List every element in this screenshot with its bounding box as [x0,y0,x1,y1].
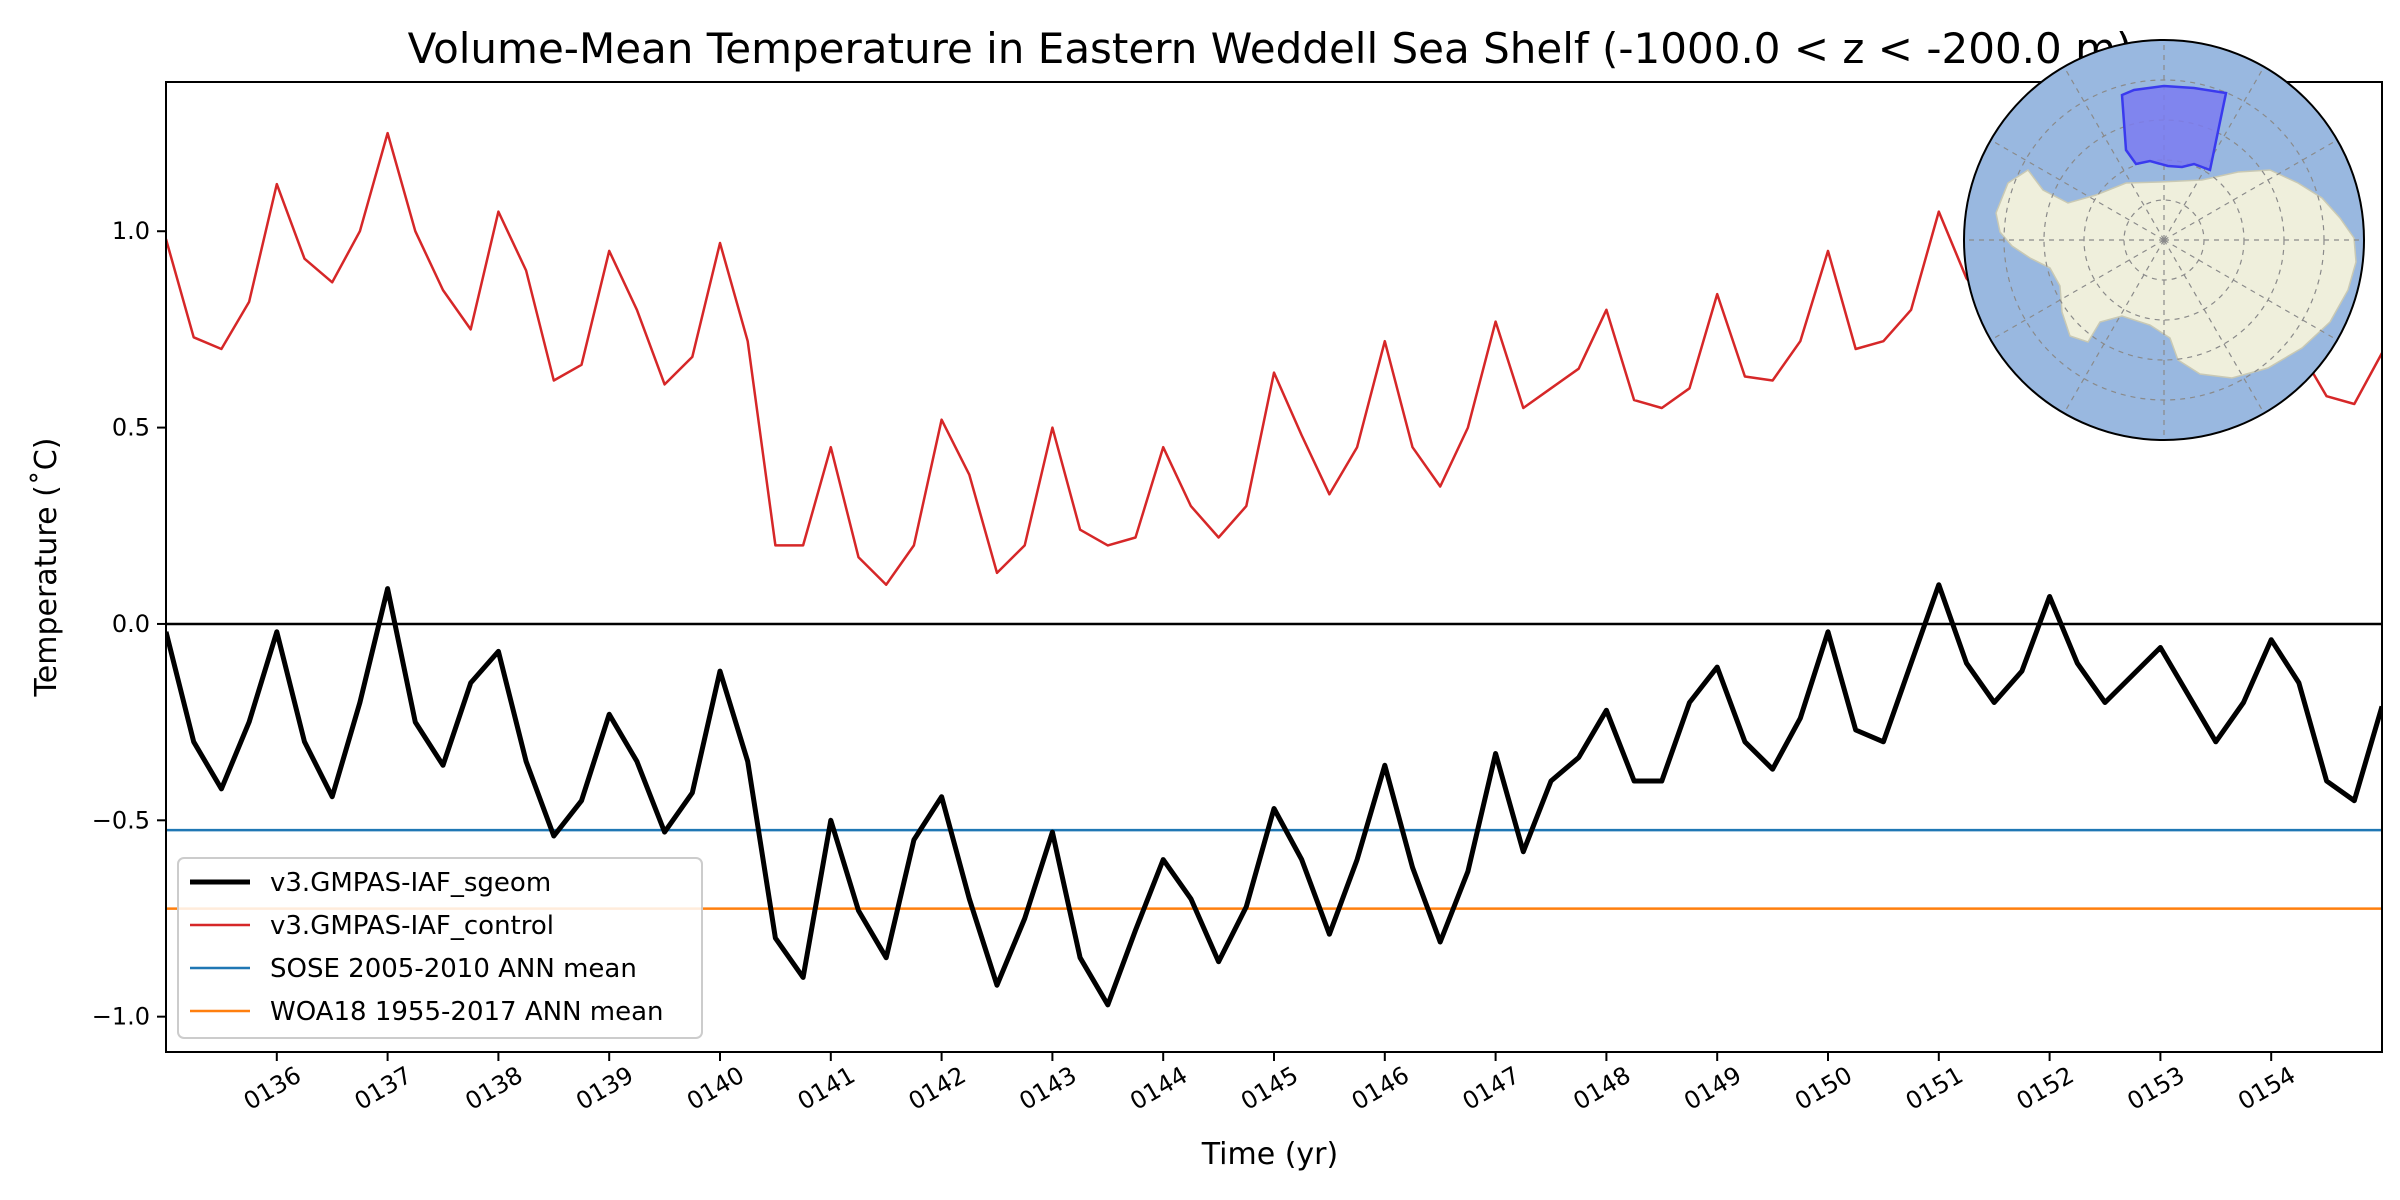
map-antarctica-land [1995,168,2357,379]
legend-label: v3.GMPAS-IAF_sgeom [270,868,551,898]
x-tick-label: 0138 [461,1061,528,1116]
x-tick-label: 0154 [2233,1061,2300,1116]
inset-map [1963,39,2365,441]
map-graticule [1964,40,2364,440]
x-tick-label: 0152 [2012,1061,2079,1116]
x-tick-label: 0149 [1679,1061,1746,1116]
x-tick-label: 0140 [682,1061,749,1116]
map-meridian [2163,139,2338,241]
y-tick-label: 0.0 [112,610,150,638]
map-meridian [1990,139,2165,241]
legend-label: v3.GMPAS-IAF_control [270,911,554,941]
x-tick-label: 0150 [1790,1061,1857,1116]
x-tick-label: 0148 [1569,1061,1636,1116]
map-meridian [2163,239,2338,341]
y-tick-label: 0.5 [112,414,150,442]
x-tick-label: 0136 [239,1061,306,1116]
x-tick-label: 0146 [1347,1061,1414,1116]
y-axis-label: Temperature (˚C) [29,438,64,698]
legend-frame [177,857,703,1039]
x-tick-label: 0141 [793,1061,860,1116]
map-weddell-region [2120,84,2228,172]
y-axis: −1.0 −0.5 0.0 0.5 1.0 [92,217,166,1031]
x-tick-label: 0143 [1015,1061,1082,1116]
y-tick-label: −1.0 [92,1003,150,1031]
map-meridian [2063,239,2165,414]
legend-label: WOA18 1955-2017 ANN mean [270,997,664,1027]
legend-label: SOSE 2005-2010 ANN mean [270,954,637,984]
x-tick-label: 0145 [1236,1061,1303,1116]
chart-title: Volume-Mean Temperature in Eastern Wedde… [408,24,2133,73]
x-axis-label: Time (yr) [1201,1137,1338,1172]
x-tick-label: 0147 [1458,1061,1525,1116]
map-meridian [1990,239,2165,341]
x-tick-label: 0139 [571,1061,638,1116]
x-tick-label: 0151 [1901,1061,1968,1116]
map-border [1963,39,2365,441]
series-line-0 [166,582,2382,1008]
x-tick-label: 0153 [2123,1061,2190,1116]
y-tick-label: −0.5 [92,806,150,834]
x-axis: 0136 0137 0138 0139 0140 0141 0142 0143 0144 0145… [239,1052,2300,1116]
x-tick-label: 0144 [1125,1061,1192,1116]
legend: v3.GMPAS-IAF_sgeom v3.GMPAS-IAF_control SO… [177,857,703,1039]
map-meridian [2163,239,2265,414]
x-tick-label: 0137 [350,1061,417,1116]
x-tick-label: 0142 [904,1061,971,1116]
y-tick-label: 1.0 [112,217,150,245]
map-meridian [2063,66,2165,241]
